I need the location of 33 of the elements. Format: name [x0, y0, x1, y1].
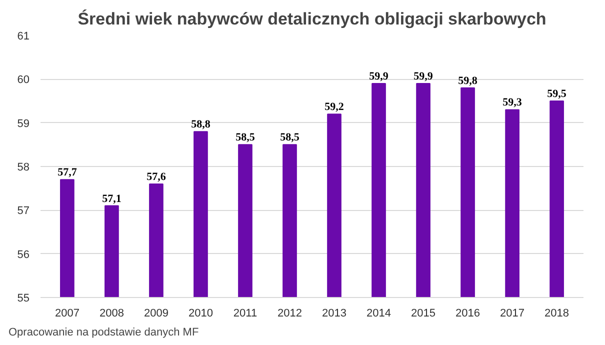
x-tick-label: 2014 [366, 308, 392, 320]
y-tick-label: 61 [17, 30, 30, 42]
data-label: 57,7 [58, 166, 78, 179]
x-tick-label: 2007 [54, 308, 80, 320]
y-tick-label: 60 [17, 74, 30, 86]
y-tick-label: 57 [17, 205, 30, 218]
y-tick-label: 58 [17, 162, 30, 174]
x-tick-label: 2011 [233, 308, 258, 320]
x-tick-label: 2008 [99, 308, 124, 320]
data-label: 59,2 [324, 101, 344, 114]
x-tick-label: 2017 [500, 308, 525, 320]
x-tick-label: 2015 [411, 308, 436, 320]
y-tick-label: 55 [17, 292, 30, 304]
data-label: 59,3 [502, 96, 522, 109]
data-label: 59,9 [414, 70, 434, 83]
x-tick-label: 2016 [456, 308, 480, 320]
data-label: 57,1 [102, 192, 122, 205]
data-label: 59,5 [547, 88, 567, 100]
x-tick-label: 2009 [144, 308, 168, 320]
data-label: 58,5 [280, 132, 300, 144]
x-tick-label: 2010 [188, 308, 213, 320]
data-label: 57,6 [146, 170, 166, 183]
data-label: 58,8 [191, 118, 211, 131]
x-tick-label: 2018 [544, 308, 570, 320]
x-tick-label: 2013 [322, 308, 347, 320]
data-label: 58,5 [236, 132, 256, 144]
x-tick-label: 2012 [278, 308, 302, 320]
chart-title: Średni wiek nabywców detalicznych obligacji skarbowych [78, 8, 546, 28]
data-label: 59,8 [458, 74, 478, 87]
y-tick-label: 59 [17, 118, 30, 130]
y-tick-label: 56 [17, 248, 30, 261]
text: Opracowanie na podstawie danych MF [8, 326, 199, 338]
data-label: 59,9 [369, 70, 389, 83]
